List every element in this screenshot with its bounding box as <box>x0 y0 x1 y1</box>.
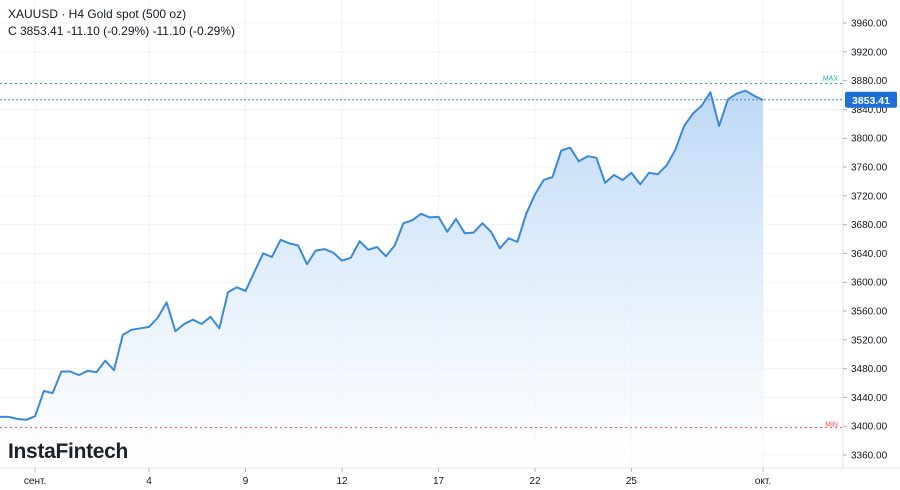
x-tick-label: 12 <box>336 476 348 487</box>
x-tick-label: 22 <box>529 476 541 487</box>
time-axis[interactable]: сент. 4 9 12 17 22 25 окт. <box>24 468 771 487</box>
chart-header: XAUUSD · H4 Gold spot (500 oz) C 3853.41… <box>8 6 235 40</box>
last-price-badge: 3853.41 <box>845 91 897 108</box>
max-label: MAX <box>823 76 839 83</box>
price-area <box>0 90 763 468</box>
y-tick-label: 3720.00 <box>851 191 888 202</box>
x-tick-label: 4 <box>146 476 152 487</box>
min-label: MIN <box>825 422 838 429</box>
y-tick-label: 3440.00 <box>851 393 888 404</box>
y-tick-label: 3600.00 <box>851 278 888 289</box>
y-tick-label: 3760.00 <box>851 163 888 174</box>
x-tick-label: окт. <box>755 476 771 487</box>
price-line <box>0 89 764 421</box>
y-tick-label: 3560.00 <box>851 307 888 318</box>
y-tick-label: 3960.00 <box>851 19 888 30</box>
reference-lines: MAX MIN <box>0 76 843 429</box>
x-tick-label: сент. <box>24 476 46 487</box>
x-tick-label: 9 <box>243 476 249 487</box>
y-tick-label: 3400.00 <box>851 422 888 433</box>
y-tick-label: 3480.00 <box>851 364 888 375</box>
symbol-title[interactable]: XAUUSD · H4 Gold spot (500 oz) <box>8 7 187 21</box>
quote-values: C 3853.41 -11.10 (-0.29%) -11.10 (-0.29%… <box>8 24 236 38</box>
y-tick-label: 3800.00 <box>851 134 888 145</box>
y-tick-label: 3920.00 <box>851 47 888 58</box>
x-tick-label: 17 <box>433 476 445 487</box>
last-price-badge-bg <box>845 91 897 108</box>
y-tick-label: 3360.00 <box>851 451 888 462</box>
y-tick-label: 3680.00 <box>851 220 888 231</box>
brand-logo: InstaFintech <box>8 440 129 463</box>
y-tick-label: 3880.00 <box>851 76 888 87</box>
y-tick-label: 3520.00 <box>851 335 888 346</box>
price-axis[interactable]: 3360.00 3400.00 3440.00 3480.00 3520.00 3560.… <box>843 19 888 462</box>
last-price-value: 3853.41 <box>852 95 890 107</box>
y-tick-label: 3640.00 <box>851 249 888 260</box>
y-tick-label: 3840.00 <box>851 105 888 116</box>
x-tick-label: 25 <box>626 476 638 487</box>
